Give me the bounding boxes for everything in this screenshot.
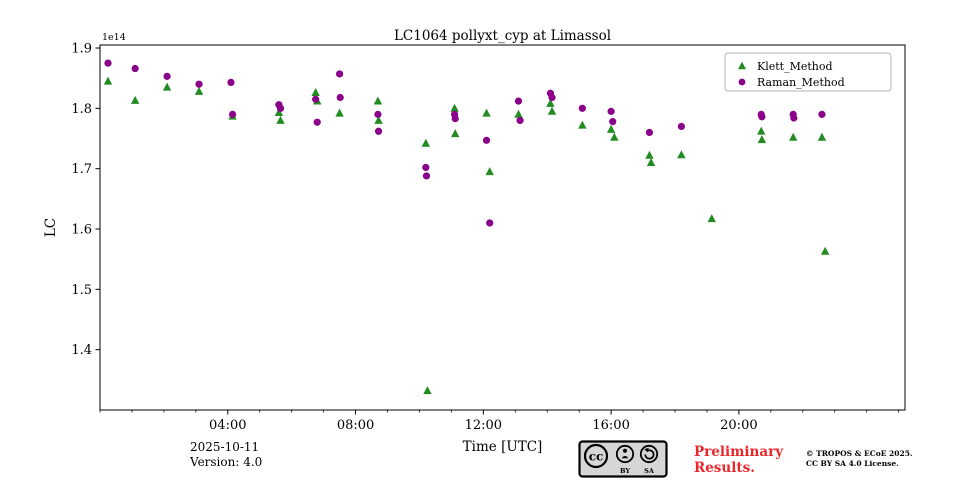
data-point-raman_method — [131, 64, 139, 73]
date-label: 2025-10-11 — [190, 440, 260, 454]
chart-title: LC1064 pollyxt_cyp at Limassol — [394, 28, 611, 44]
data-point-klett_method — [130, 95, 140, 104]
x-tick-label: 16:00 — [592, 418, 629, 433]
y-axis-label: LC — [43, 218, 59, 237]
data-point-raman_method — [548, 93, 556, 102]
data-point-raman_method — [336, 93, 344, 102]
data-point-raman_method — [374, 127, 383, 135]
legend-label: Raman_Method — [757, 76, 845, 89]
data-point-raman_method — [163, 72, 171, 80]
data-point-raman_method — [374, 110, 382, 118]
data-point-raman_method — [516, 116, 524, 125]
data-point-raman_method — [514, 97, 523, 105]
data-point-klett_method — [335, 108, 344, 117]
data-point-klett_method — [162, 82, 172, 91]
plot-frame — [99, 44, 906, 411]
data-point-klett_method — [606, 124, 616, 133]
data-point-raman_method — [486, 219, 494, 227]
data-point-klett_method — [546, 98, 555, 107]
data-point-klett_method — [646, 158, 656, 167]
y-tick-label: 1.9 — [71, 42, 92, 57]
data-point-klett_method — [788, 132, 798, 141]
data-point-raman_method — [578, 104, 586, 112]
svg-text:BY: BY — [620, 467, 630, 475]
x-tick-label: 04:00 — [209, 418, 246, 433]
data-point-raman_method — [312, 95, 320, 103]
x-tick-label: 12:00 — [465, 418, 502, 433]
data-point-klett_method — [757, 135, 767, 144]
data-point-raman_method — [607, 107, 615, 115]
data-point-klett_method — [373, 96, 383, 105]
legend-marker-circle-icon — [738, 78, 746, 86]
data-point-klett_method — [423, 386, 432, 395]
data-point-klett_method — [707, 214, 716, 223]
data-point-raman_method — [228, 110, 237, 118]
data-point-klett_method — [485, 167, 494, 176]
data-point-klett_method — [194, 86, 204, 95]
data-point-klett_method — [547, 106, 557, 115]
x-tick-label: 08:00 — [337, 418, 374, 433]
y-tick-label: 1.8 — [71, 102, 92, 117]
offset-text: 1e14 — [102, 32, 126, 43]
data-point-klett_method — [450, 103, 459, 112]
data-point-klett_method — [514, 109, 523, 118]
y-tick-label: 1.6 — [71, 223, 92, 238]
data-point-raman_method — [227, 78, 235, 87]
data-point-klett_method — [677, 150, 686, 159]
data-point-raman_method — [313, 118, 321, 126]
y-tick-label: 1.7 — [71, 162, 92, 177]
copyright-label: © TROPOS & ECoE 2025. CC BY SA 4.0 Licen… — [806, 449, 913, 468]
svg-text:SA: SA — [644, 467, 655, 475]
svg-text:cc: cc — [589, 450, 604, 464]
y-tick-label: 1.4 — [71, 343, 92, 358]
data-point-klett_method — [757, 126, 766, 135]
data-point-raman_method — [609, 118, 617, 126]
x-tick-label: 20:00 — [720, 418, 757, 433]
data-point-raman_method — [335, 70, 344, 78]
data-point-klett_method — [482, 108, 491, 117]
data-point-raman_method — [276, 104, 285, 112]
data-point-klett_method — [374, 115, 383, 124]
data-point-raman_method — [482, 136, 491, 144]
scatter-chart: LC1064 pollyxt_cyp at Limassol Time [UTC]… — [43, 28, 906, 455]
cc-license-badge: cc BY SA — [578, 440, 668, 478]
data-point-raman_method — [818, 110, 826, 118]
data-point-klett_method — [817, 132, 827, 141]
data-point-raman_method — [758, 113, 766, 121]
data-point-raman_method — [422, 163, 430, 172]
footer-meta: 2025-10-11 Version: 4.0 — [190, 440, 262, 470]
preliminary-results-label: Preliminary Results. — [694, 444, 784, 476]
data-point-raman_method — [677, 122, 685, 131]
data-point-klett_method — [103, 76, 113, 85]
data-point-klett_method — [311, 88, 320, 97]
by-icon: BY — [615, 444, 635, 475]
data-point-klett_method — [276, 115, 285, 124]
data-point-klett_method — [578, 120, 587, 129]
data-point-klett_method — [451, 129, 460, 138]
x-axis-label: Time [UTC] — [463, 439, 543, 455]
data-point-raman_method — [645, 128, 654, 137]
data-point-raman_method — [104, 59, 112, 67]
data-point-raman_method — [422, 172, 431, 180]
data-point-klett_method — [645, 150, 654, 159]
data-point-klett_method — [820, 246, 830, 255]
data-point-klett_method — [421, 138, 431, 147]
legend-marker-triangle-icon — [738, 61, 746, 70]
sa-icon: SA — [639, 444, 659, 475]
data-point-klett_method — [610, 132, 619, 141]
data-point-raman_method — [195, 80, 203, 88]
legend-label: Klett_Method — [757, 60, 833, 73]
cc-by-sa-icon: cc BY SA — [578, 440, 668, 478]
version-label: Version: 4.0 — [190, 455, 263, 469]
legend-box — [724, 52, 892, 92]
y-tick-label: 1.5 — [71, 283, 92, 298]
data-point-klett_method — [274, 107, 284, 116]
data-point-raman_method — [451, 115, 459, 123]
data-point-raman_method — [790, 114, 798, 122]
cc-icon: cc — [583, 443, 609, 469]
